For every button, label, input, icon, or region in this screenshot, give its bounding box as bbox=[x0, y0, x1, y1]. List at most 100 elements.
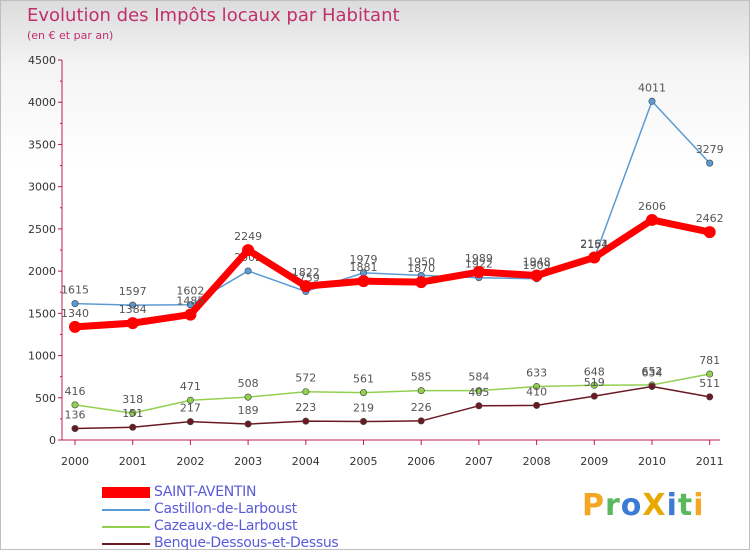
data-point-saint-aventin bbox=[69, 320, 81, 333]
data-point-castillon-de-larboust bbox=[186, 301, 194, 309]
data-point-benque-dessous-et-dessus bbox=[71, 425, 79, 433]
data-point-saint-aventin bbox=[415, 276, 428, 289]
data-point-benque-dessous-et-dessus bbox=[533, 401, 541, 409]
data-label-castillon-de-larboust: 1979 bbox=[350, 253, 378, 266]
x-tick-label: 2006 bbox=[407, 455, 435, 468]
data-point-benque-dessous-et-dessus bbox=[590, 392, 598, 400]
x-tick-label: 2011 bbox=[696, 455, 724, 468]
series-line-saint-aventin bbox=[71, 216, 714, 331]
x-tick-label: 2010 bbox=[638, 455, 666, 468]
x-tick-label: 2002 bbox=[176, 455, 204, 468]
data-label-saint-aventin: 2462 bbox=[696, 212, 724, 225]
data-label-benque-dessous-et-dessus: 519 bbox=[584, 376, 605, 389]
x-tick-label: 2008 bbox=[523, 455, 551, 468]
data-label-cazeaux-de-larboust: 318 bbox=[122, 393, 143, 406]
data-point-cazeaux-de-larboust bbox=[244, 393, 252, 401]
proxiti-logo: ProXiti bbox=[582, 488, 705, 523]
legend-label-castillon: Castillon-de-Larboust bbox=[154, 501, 297, 517]
y-tick-label: 2000 bbox=[28, 265, 56, 278]
legend-swatch-cazeaux bbox=[102, 526, 150, 528]
data-label-castillon-de-larboust: 1922 bbox=[465, 258, 493, 271]
data-point-benque-dessous-et-dessus bbox=[648, 382, 656, 390]
data-label-benque-dessous-et-dessus: 217 bbox=[180, 402, 201, 415]
logo-letter: t bbox=[677, 488, 694, 523]
data-label-saint-aventin: 1870 bbox=[407, 262, 435, 275]
data-label-cazeaux-de-larboust: 652 bbox=[642, 365, 663, 378]
legend-swatch-benque bbox=[102, 543, 150, 545]
chart-title: Evolution des Impôts locaux par Habitant bbox=[27, 5, 400, 26]
data-label-cazeaux-de-larboust: 633 bbox=[526, 367, 547, 380]
data-point-castillon-de-larboust bbox=[129, 301, 137, 309]
data-label-saint-aventin: 1948 bbox=[523, 256, 551, 269]
data-label-cazeaux-de-larboust: 584 bbox=[468, 371, 489, 384]
data-label-benque-dessous-et-dessus: 511 bbox=[699, 377, 720, 390]
x-tick-label: 2000 bbox=[61, 455, 89, 468]
data-point-saint-aventin bbox=[646, 213, 658, 226]
series-line-benque-dessous-et-dessus bbox=[74, 385, 711, 430]
data-point-saint-aventin bbox=[357, 275, 370, 288]
data-point-saint-aventin bbox=[703, 226, 716, 239]
y-tick-label: 4500 bbox=[28, 54, 56, 67]
data-point-castillon-de-larboust bbox=[244, 267, 252, 275]
y-tick-label: 2500 bbox=[28, 223, 56, 236]
data-point-cazeaux-de-larboust bbox=[706, 370, 714, 378]
data-point-saint-aventin bbox=[184, 308, 197, 321]
x-tick-label: 2007 bbox=[465, 455, 493, 468]
data-point-benque-dessous-et-dessus bbox=[129, 423, 137, 431]
data-label-benque-dessous-et-dessus: 151 bbox=[122, 407, 143, 420]
series-line-castillon-de-larboust bbox=[74, 100, 711, 306]
legend-swatch-castillon bbox=[102, 509, 150, 511]
data-label-saint-aventin: 1384 bbox=[119, 303, 147, 316]
data-label-saint-aventin: 1881 bbox=[350, 261, 378, 274]
data-label-saint-aventin: 1989 bbox=[465, 252, 493, 265]
data-point-saint-aventin bbox=[126, 317, 139, 330]
y-tick-label: 0 bbox=[49, 434, 56, 447]
logo-letter: o bbox=[620, 488, 643, 523]
data-point-cazeaux-de-larboust bbox=[475, 387, 483, 395]
data-label-benque-dessous-et-dessus: 219 bbox=[353, 402, 374, 415]
data-point-benque-dessous-et-dessus bbox=[244, 420, 252, 428]
data-point-saint-aventin bbox=[588, 251, 601, 264]
data-label-saint-aventin: 1485 bbox=[176, 295, 204, 308]
y-tick-label: 1500 bbox=[28, 307, 56, 320]
data-label-castillon-de-larboust: 3279 bbox=[696, 143, 724, 156]
data-label-benque-dessous-et-dessus: 189 bbox=[238, 404, 259, 417]
x-tick-label: 2004 bbox=[292, 455, 320, 468]
data-label-saint-aventin: 2161 bbox=[580, 238, 608, 251]
data-point-cazeaux-de-larboust bbox=[359, 389, 367, 397]
data-label-cazeaux-de-larboust: 471 bbox=[180, 380, 201, 393]
series-line-cazeaux-de-larboust bbox=[74, 373, 711, 414]
legend-label-cazeaux: Cazeaux-de-Larboust bbox=[154, 518, 298, 534]
data-point-saint-aventin bbox=[530, 269, 543, 282]
data-label-benque-dessous-et-dessus: 136 bbox=[65, 409, 86, 422]
data-label-cazeaux-de-larboust: 572 bbox=[295, 372, 316, 385]
data-label-cazeaux-de-larboust: 781 bbox=[699, 354, 720, 367]
data-point-benque-dessous-et-dessus bbox=[186, 418, 194, 426]
data-label-castillon-de-larboust: 1909 bbox=[523, 259, 551, 272]
data-label-benque-dessous-et-dessus: 223 bbox=[295, 401, 316, 414]
data-label-cazeaux-de-larboust: 561 bbox=[353, 373, 374, 386]
data-point-cazeaux-de-larboust bbox=[533, 383, 541, 391]
data-label-castillon-de-larboust: 1602 bbox=[176, 285, 204, 298]
data-label-benque-dessous-et-dessus: 634 bbox=[642, 366, 663, 379]
y-tick-label: 1000 bbox=[28, 350, 56, 363]
data-label-cazeaux-de-larboust: 585 bbox=[411, 371, 432, 384]
legend-label-saint-aventin: SAINT-AVENTIN bbox=[154, 484, 257, 500]
legend-swatch-saint-aventin bbox=[102, 487, 150, 498]
data-point-cazeaux-de-larboust bbox=[302, 388, 310, 396]
data-label-castillon-de-larboust: 1615 bbox=[61, 284, 89, 297]
logo-letter: P bbox=[582, 488, 605, 523]
data-label-benque-dessous-et-dessus: 226 bbox=[411, 401, 432, 414]
y-tick-label: 500 bbox=[35, 392, 56, 405]
data-label-benque-dessous-et-dessus: 405 bbox=[468, 386, 489, 399]
data-label-castillon-de-larboust: 1950 bbox=[407, 255, 435, 268]
y-tick-label: 4000 bbox=[28, 96, 56, 109]
y-tick-label: 3000 bbox=[28, 181, 56, 194]
data-label-saint-aventin: 2606 bbox=[638, 200, 666, 213]
data-point-cazeaux-de-larboust bbox=[186, 396, 194, 404]
data-point-benque-dessous-et-dessus bbox=[302, 417, 310, 425]
data-label-cazeaux-de-larboust: 508 bbox=[238, 377, 259, 390]
logo-letter: X bbox=[642, 488, 667, 523]
